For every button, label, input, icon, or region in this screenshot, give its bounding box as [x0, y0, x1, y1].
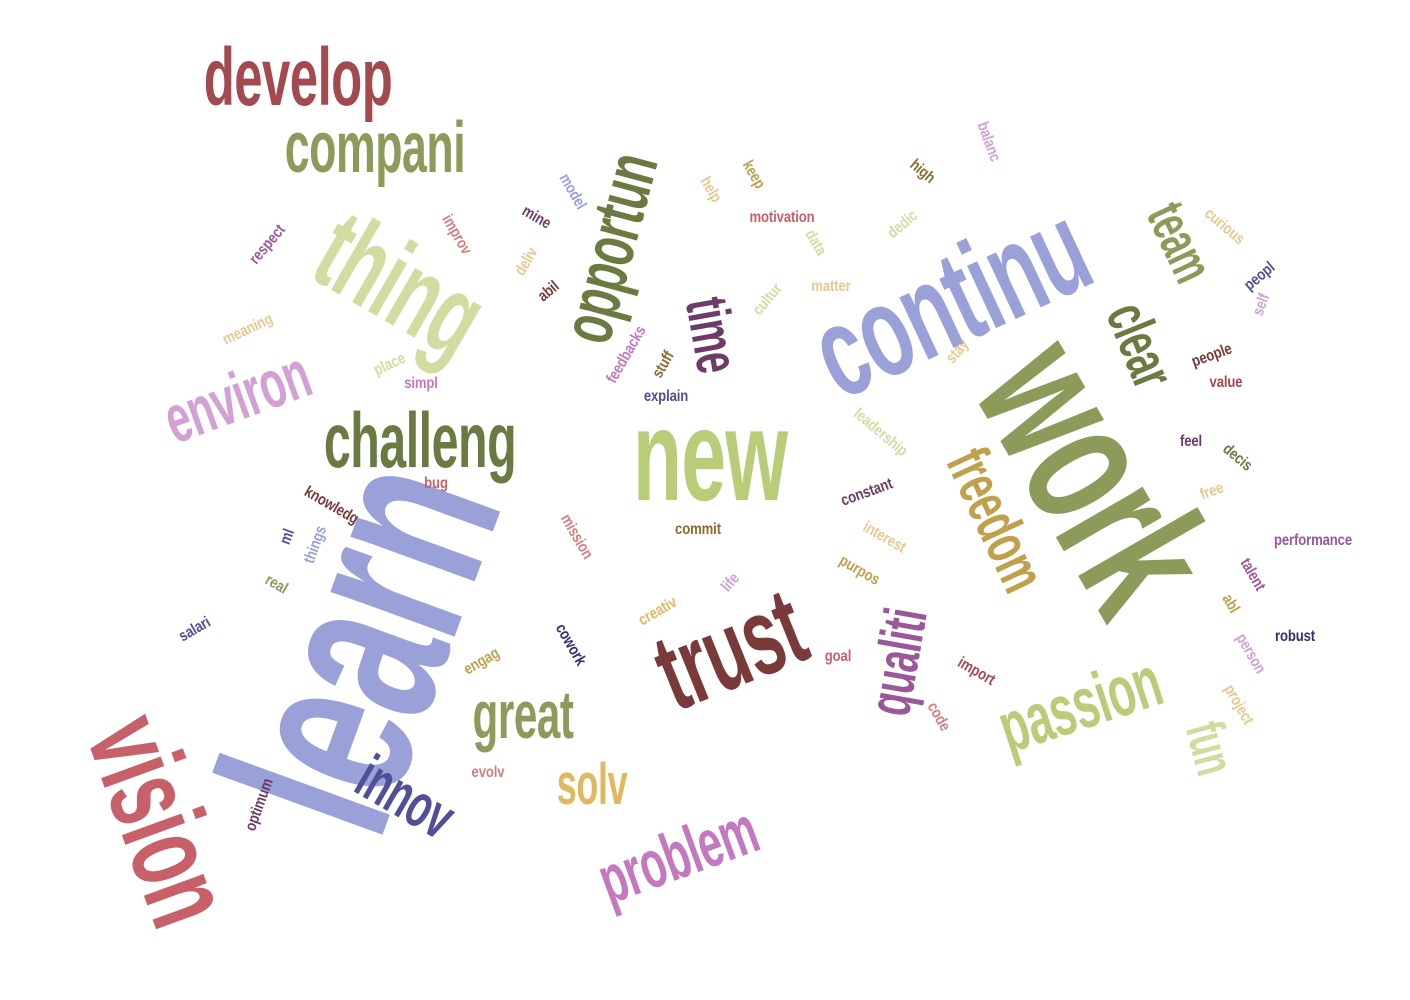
word-people: people: [1189, 340, 1235, 371]
word-balanc: balanc: [973, 119, 1004, 164]
word-motivation: motivation: [749, 209, 815, 226]
word-matter: matter: [811, 278, 851, 295]
word-develop: develop: [203, 32, 393, 123]
word-data: data: [801, 227, 830, 259]
word-great: great: [472, 677, 574, 753]
word-evolv: evolv: [471, 764, 505, 781]
word-place: place: [371, 349, 409, 380]
word-import: import: [954, 654, 998, 689]
word-respect: respect: [246, 221, 289, 268]
word-new: new: [632, 382, 788, 528]
word-feel: feel: [1179, 433, 1203, 450]
word-help: help: [696, 174, 725, 206]
word-simpl: simpl: [404, 375, 438, 392]
word-stuff: stuff: [649, 348, 678, 382]
word-cowork: cowork: [551, 620, 590, 669]
word-cultur: cultur: [749, 280, 786, 319]
word-qualiti: qualiti: [855, 603, 940, 721]
word-code: code: [923, 699, 954, 735]
word-self: self: [1249, 291, 1274, 319]
word-deliv: deliv: [511, 244, 542, 279]
word-fun: fun: [1173, 714, 1248, 782]
word-time: time: [672, 292, 752, 378]
word-robust: robust: [1274, 628, 1316, 645]
word-passion: passion: [988, 641, 1172, 769]
word-talent: talent: [1236, 555, 1269, 594]
word-performance: performance: [1273, 532, 1353, 549]
word-salari: salari: [175, 613, 214, 646]
word-person: person: [1232, 630, 1269, 677]
word-goal: goal: [824, 648, 852, 665]
word-explain: explain: [643, 388, 689, 405]
word-bug: bug: [424, 475, 448, 492]
word-value: value: [1209, 374, 1243, 391]
word-keep: keep: [738, 157, 769, 192]
word-leadership: leadership: [850, 405, 911, 460]
word-purpos: purpos: [836, 552, 883, 589]
word-abl: abl: [1218, 591, 1243, 617]
word-challeng: challeng: [323, 396, 517, 484]
word-decis: decis: [1219, 440, 1256, 475]
word-solv: solv: [556, 752, 628, 817]
word-meaning: meaning: [220, 310, 276, 349]
word-mission: mission: [556, 511, 596, 563]
word-constant: constant: [838, 475, 895, 510]
word-mine: mine: [518, 202, 554, 233]
word-compani: compani: [284, 108, 466, 188]
word-high: high: [906, 156, 939, 187]
word-peopl: peopl: [1241, 259, 1279, 295]
word-commit: commit: [675, 521, 721, 538]
word-interest: interest: [859, 518, 909, 557]
